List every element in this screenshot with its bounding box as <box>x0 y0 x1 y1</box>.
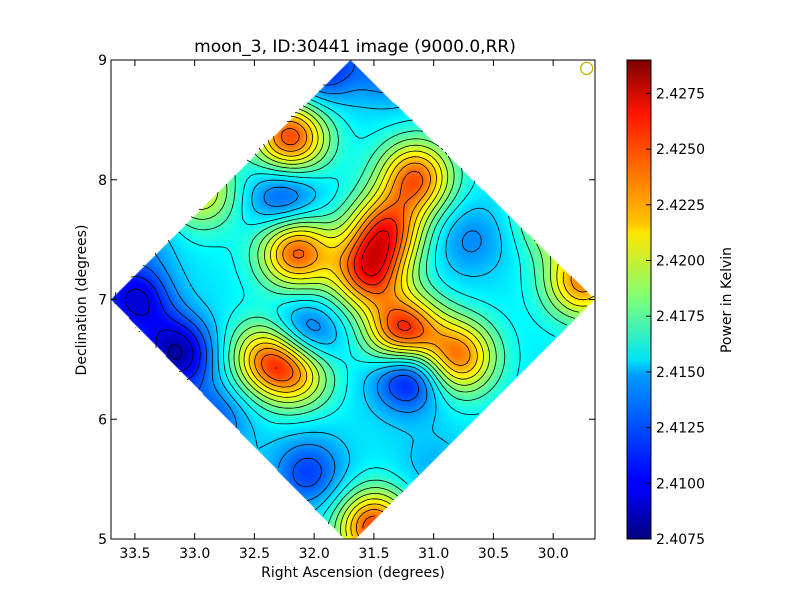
y-tick-label: 6 <box>98 412 107 428</box>
x-tick-label: 30.5 <box>478 546 509 562</box>
y-axis-label: Declination (degrees) <box>74 225 90 376</box>
beam-circle <box>579 61 594 76</box>
y-tick-label: 9 <box>98 53 107 69</box>
colorbar-tick-label: 2.4175 <box>656 309 705 325</box>
x-tick-label: 32.5 <box>239 546 270 562</box>
contour-path <box>114 63 595 537</box>
colorbar-tick-label: 2.4125 <box>656 421 705 437</box>
contour-lines <box>114 63 595 537</box>
chart-title: moon_3, ID:30441 image (9000.0,RR) <box>194 37 516 57</box>
colorbar-tick-label: 2.4250 <box>656 142 705 158</box>
x-tick-label: 31.0 <box>418 546 449 562</box>
x-tick-label: 33.5 <box>119 546 150 562</box>
colorbar-tick-label: 2.4225 <box>656 198 705 214</box>
colorbar-ticks: 2.4075 2.4100 2.4125 2.4150 2.4175 2.4200 2.42… <box>646 86 705 548</box>
plot-area: 33.5 33.0 32.5 32.0 31.5 31.0 30.5 30.0 5 6 7 8 9 <box>98 53 596 562</box>
colorbar-tick-label: 2.4200 <box>656 254 705 270</box>
x-tick-label: 32.0 <box>299 546 330 562</box>
colorbar-tick-label: 2.4075 <box>656 532 705 548</box>
x-axis-label: Right Ascension (degrees) <box>261 565 445 581</box>
colorbar-label: Power in Kelvin <box>719 247 735 353</box>
y-tick-label: 5 <box>98 532 107 548</box>
x-tick-label: 33.0 <box>179 546 210 562</box>
y-tick-label: 8 <box>98 173 107 189</box>
x-axis-ticks: 33.5 33.0 32.5 32.0 31.5 31.0 30.5 30.0 <box>119 60 569 562</box>
x-tick-label: 31.5 <box>358 546 389 562</box>
x-tick-label: 30.0 <box>538 546 569 562</box>
beam-marker <box>579 61 594 76</box>
colorbar-tick-label: 2.4100 <box>656 476 705 492</box>
colorbar-tick-label: 2.4150 <box>656 365 705 381</box>
y-tick-label: 7 <box>98 293 107 309</box>
colorbar-gradient <box>626 59 652 540</box>
y-axis-ticks: 5 6 7 8 9 <box>98 53 595 548</box>
colorbar-tick-label: 2.4275 <box>656 86 705 102</box>
heatmap-image <box>111 60 595 539</box>
colorbar: 2.4075 2.4100 2.4125 2.4150 2.4175 2.4200 2.42… <box>626 59 735 548</box>
